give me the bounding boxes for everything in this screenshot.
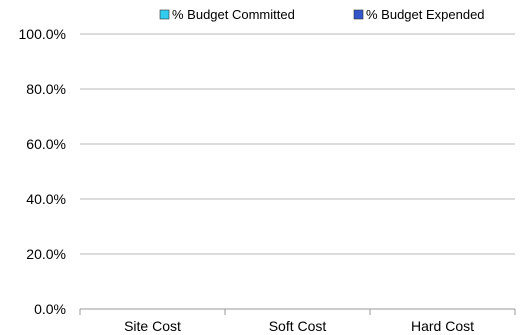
y-tick-label: 40.0% (26, 191, 66, 207)
legend-label: % Budget Committed (172, 7, 295, 22)
legend-swatch (353, 9, 364, 20)
x-tick-label: Hard Cost (411, 318, 474, 334)
x-tick-labels: Site Cost Soft Cost Hard Cost (124, 318, 474, 334)
y-tick-label: 20.0% (26, 246, 66, 262)
legend: % Budget Committed % Budget Expended (159, 7, 485, 22)
legend-swatch (159, 9, 170, 20)
axes (79, 308, 516, 315)
y-tick-label: 60.0% (26, 136, 66, 152)
y-tick-labels: 0.0% 20.0% 40.0% 60.0% 80.0% 100.0% (19, 26, 66, 317)
x-tick-label: Soft Cost (269, 318, 327, 334)
y-tick-label: 80.0% (26, 81, 66, 97)
y-tick-label: 100.0% (19, 26, 66, 42)
legend-label: % Budget Expended (366, 7, 485, 22)
x-tick-label: Site Cost (124, 318, 181, 334)
gridlines (80, 33, 515, 255)
y-tick-label: 0.0% (34, 301, 66, 317)
